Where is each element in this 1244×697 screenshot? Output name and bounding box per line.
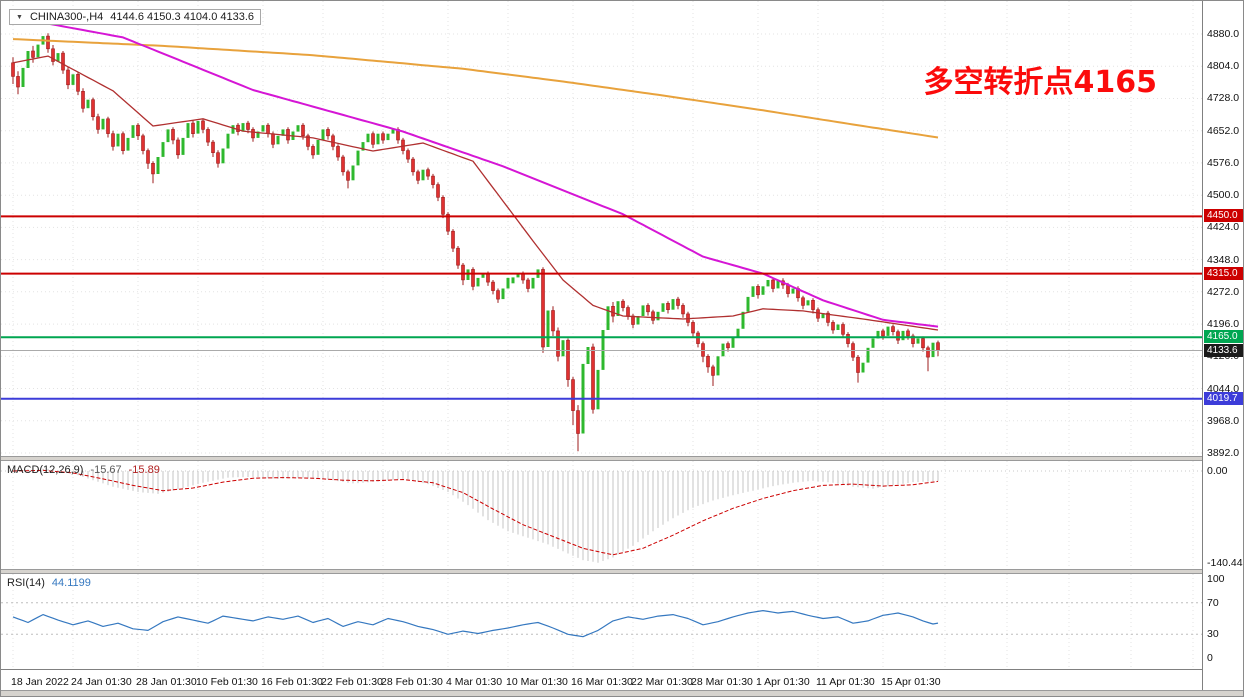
time-label: 1 Apr 01:30 xyxy=(756,676,810,688)
price-tick-label: 4424.0 xyxy=(1207,221,1240,234)
collapse-triangle-icon[interactable]: ▼ xyxy=(16,13,23,21)
rsi-tick-label: 30 xyxy=(1207,628,1219,641)
time-label: 22 Feb 01:30 xyxy=(321,676,383,688)
panel-splitter-macd[interactable] xyxy=(1,456,1243,461)
macd-tick-label: -140.44 xyxy=(1207,556,1243,569)
price-tick-label: 4500.0 xyxy=(1207,189,1240,202)
price-tick-label: 4804.0 xyxy=(1207,60,1240,73)
price-scale[interactable]: 4880.0 4804.0 4728.0 4652.0 4576.0 4500.0 4424… xyxy=(1202,1,1243,696)
time-label: 22 Mar 01:30 xyxy=(631,676,693,688)
rsi-panel-canvas[interactable] xyxy=(1,574,1202,669)
macd-panel-canvas[interactable] xyxy=(1,461,1202,569)
time-label: 10 Feb 01:30 xyxy=(196,676,258,688)
price-badge: 4315.0 xyxy=(1204,266,1243,280)
price-badge: 4165.0 xyxy=(1204,330,1243,344)
time-label: 18 Jan 2022 xyxy=(11,676,69,688)
rsi-tick-label: 100 xyxy=(1207,573,1225,585)
rsi-tick-label: 0 xyxy=(1207,652,1213,664)
price-tick-label: 4652.0 xyxy=(1207,124,1240,137)
bottom-separator[interactable] xyxy=(1,690,1243,696)
price-tick-label: 4044.0 xyxy=(1207,382,1240,395)
price-badge: 4133.6 xyxy=(1204,343,1243,357)
rsi-tick-label: 70 xyxy=(1207,596,1219,609)
macd-label: MACD(12,26,9) -15.67 -15.89 xyxy=(7,464,160,476)
panel-splitter-rsi[interactable] xyxy=(1,569,1243,574)
time-label: 28 Jan 01:30 xyxy=(136,676,197,688)
price-tick-label: 4272.0 xyxy=(1207,285,1240,298)
price-tick-label: 4576.0 xyxy=(1207,156,1240,169)
rsi-label: RSI(14) 44.1199 xyxy=(7,577,91,589)
price-tick-label: 4880.0 xyxy=(1207,28,1240,40)
ohlc-readout: 4144.6 4150.3 4104.0 4133.6 xyxy=(110,11,255,23)
time-label: 16 Feb 01:30 xyxy=(261,676,323,688)
macd-name: MACD(12,26,9) xyxy=(7,464,84,476)
macd-signal-value: -15.89 xyxy=(128,464,160,476)
chart-annotation[interactable]: 多空转折点4165 xyxy=(923,65,1158,100)
price-tick-label: 4196.0 xyxy=(1207,318,1240,331)
time-label: 10 Mar 01:30 xyxy=(506,676,568,688)
time-label: 16 Mar 01:30 xyxy=(571,676,633,688)
time-label: 11 Apr 01:30 xyxy=(816,676,875,688)
price-badge: 4450.0 xyxy=(1204,209,1243,223)
symbol-name: CHINA300-,H4 xyxy=(29,11,104,23)
rsi-value: 44.1199 xyxy=(51,577,91,589)
price-tick-label: 4348.0 xyxy=(1207,253,1240,266)
time-label: 24 Jan 01:30 xyxy=(71,676,132,688)
price-tick-label: 3892.0 xyxy=(1207,447,1240,459)
time-label: 28 Feb 01:30 xyxy=(381,676,443,688)
time-label: 15 Apr 01:30 xyxy=(881,676,941,688)
time-label: 4 Mar 01:30 xyxy=(446,676,503,688)
macd-main-value: -15.67 xyxy=(90,464,122,476)
price-tick-label: 4728.0 xyxy=(1207,92,1240,105)
macd-tick-label: 0.00 xyxy=(1207,465,1228,477)
price-chart-canvas[interactable] xyxy=(1,1,1202,456)
price-badge: 4019.7 xyxy=(1204,391,1243,405)
price-tick-label: 3968.0 xyxy=(1207,414,1240,427)
time-label: 28 Mar 01:30 xyxy=(691,676,753,688)
symbol-header[interactable]: ▼ CHINA300-,H4 4144.6 4150.3 4104.0 4133… xyxy=(9,9,262,25)
rsi-name: RSI(14) xyxy=(7,577,45,589)
